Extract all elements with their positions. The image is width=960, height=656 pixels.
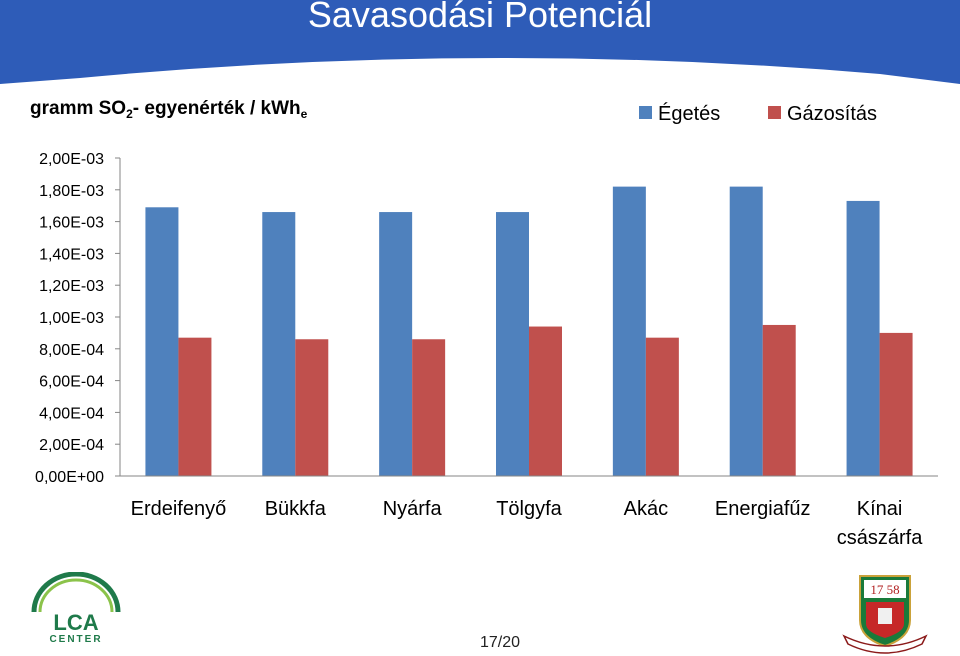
- y-axis-label-sub1: 2: [126, 107, 133, 121]
- x-category-label: Nyárfa: [383, 498, 443, 520]
- y-tick-label: 1,80E-03: [39, 183, 104, 200]
- x-category-label: Bükkfa: [265, 498, 327, 520]
- legend-label: Gázosítás: [787, 103, 877, 125]
- title-bar: Savasodási Potenciál: [0, 0, 960, 84]
- bar-gazositas: [529, 326, 562, 476]
- x-category-label: Energiafűz: [715, 498, 811, 520]
- x-category-label: császárfa: [837, 527, 923, 549]
- y-tick-label: 0,00E+00: [35, 469, 104, 486]
- chart: gramm SO2- egyenérték / kWhe Égetés Gázos…: [30, 98, 938, 549]
- bar-egetes: [262, 212, 296, 476]
- legend-label: Égetés: [658, 102, 720, 125]
- title-bar-background: [0, 0, 960, 84]
- bar-egetes: [729, 186, 763, 476]
- y-axis-label-mid: - egyenérték / kWh: [133, 98, 301, 119]
- y-tick-label: 2,00E-03: [39, 151, 104, 168]
- y-axis: 0,00E+00 2,00E-04 4,00E-04 6,00E-04 8,00E-04…: [35, 151, 121, 486]
- x-axis: Erdeifenyő Bükkfa Nyárfa Tölgyfa Akác Energia…: [120, 475, 938, 549]
- y-tick-label: 1,60E-03: [39, 215, 104, 232]
- bar-gazositas: [879, 332, 913, 476]
- legend-swatch: [639, 106, 652, 119]
- x-category-label: Erdeifenyő: [131, 498, 227, 520]
- legend-swatch: [768, 106, 781, 119]
- bar-egetes: [145, 207, 179, 477]
- bar-gazositas: [762, 324, 796, 476]
- y-axis-label-pre: gramm SO: [30, 98, 126, 119]
- bar-gazositas: [295, 339, 329, 476]
- y-tick-label: 4,00E-04: [39, 405, 104, 422]
- page-number: 17/20: [479, 634, 521, 651]
- y-axis-label-sub2: e: [301, 107, 308, 121]
- bars: [145, 186, 913, 477]
- bar-egetes: [612, 186, 646, 476]
- svg-text:LCA: LCA: [53, 610, 98, 635]
- university-seal-icon: 17 58: [842, 575, 928, 654]
- bar-egetes: [496, 212, 529, 476]
- bar-egetes: [379, 212, 413, 476]
- bar-egetes: [846, 200, 880, 476]
- legend: Égetés Gázosítás: [639, 102, 877, 125]
- y-tick-label: 1,20E-03: [39, 278, 104, 295]
- slide-title: Savasodási Potenciál: [307, 0, 653, 35]
- y-tick-label: 1,00E-03: [39, 310, 104, 327]
- x-category-label: Kínai: [857, 498, 903, 520]
- y-tick-label: 2,00E-04: [39, 437, 104, 454]
- y-tick-label: 6,00E-04: [39, 374, 104, 391]
- bar-gazositas: [178, 337, 212, 476]
- y-axis-label: gramm SO2- egyenérték / kWhe: [30, 98, 308, 121]
- svg-text:CENTER: CENTER: [49, 634, 102, 644]
- y-tick-label: 1,40E-03: [39, 246, 104, 263]
- bar-gazositas: [645, 337, 679, 476]
- y-tick-label: 8,00E-04: [39, 342, 104, 359]
- x-category-label: Akác: [624, 498, 668, 520]
- lca-center-logo-icon: LCA CENTER: [31, 572, 121, 644]
- svg-text:17 58: 17 58: [870, 582, 899, 597]
- x-category-label: Tölgyfa: [496, 498, 562, 520]
- bar-gazositas: [412, 339, 446, 476]
